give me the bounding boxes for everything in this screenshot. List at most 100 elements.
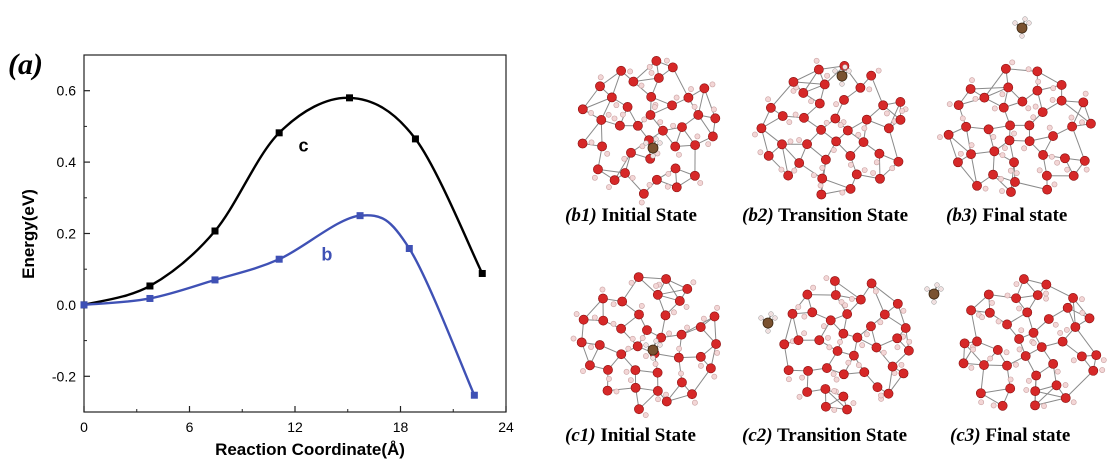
oxygen-atom [1043,314,1054,324]
oxygen-atom [1006,187,1016,197]
bond [822,178,851,190]
bond [888,128,899,162]
oxygen-atom [838,328,849,339]
hydrogen-atom [982,185,989,192]
oxygen-atom [858,137,869,148]
y-tick-label: 0.0 [57,297,77,313]
hydrogen-atom [979,314,985,321]
bond [657,288,688,296]
caption-c3-tag: (c3) [950,425,981,446]
bond [1034,384,1057,406]
caption-b3: (b3) Final state [946,205,1067,227]
hydrogen-atom [678,370,684,377]
oxygen-atom [1002,360,1012,371]
series-line-b [83,214,476,396]
oxygen-atom [1038,150,1048,160]
oxygen-atom [1036,342,1047,353]
hydrogen-atom [1054,159,1061,166]
hydrogen-atom [768,311,774,317]
hydrogen-atom [786,376,792,383]
hydrogen-atom [588,109,594,116]
oxygen-atom [656,332,667,343]
oxygen-atom [879,309,890,320]
hydrogen-atom [714,350,721,356]
hydrogen-atom [653,283,659,289]
hydrogen-atom [613,102,620,109]
caption-b1: (b1) Initial State [565,205,697,227]
oxygen-atom [1062,302,1073,313]
x-tick-label: 0 [80,419,88,435]
hydrogen-atom [959,115,966,122]
bond [1034,397,1066,406]
hydrogen-atom [711,106,717,113]
oxygen-atom [1017,96,1028,107]
data-point-c [146,282,154,290]
hydrogen-atom [1036,167,1043,174]
oxygen-atom [972,180,982,191]
oxygen-atom [898,368,909,379]
oxygen-atom [617,296,628,307]
caption-c2-label: Transition State [777,425,908,446]
oxygen-atom [983,124,994,135]
oxygen-atom [892,333,903,344]
oxygen-atom [1056,80,1067,90]
tick-labels: 0 6 12 18 24 -0.2 0.0 0.2 0.4 0.6 [52,83,514,435]
oxygen-atom [975,388,986,399]
y-tick-label: 0.2 [57,226,77,242]
hydrogen-atom [646,182,653,188]
hydrogen-atom [650,355,656,361]
oxygen-atom [682,284,693,294]
hydrogen-atom [820,323,827,330]
bond [825,388,848,410]
oxygen-atom [783,365,794,376]
oxygen-atom [838,369,849,380]
hydrogen-atom [653,338,659,344]
hydrogen-atom [1057,330,1064,336]
oxygen-atom [638,188,649,199]
oxygen-atom [1060,153,1070,164]
hydrogen-atom [1083,166,1090,173]
hydrogen-atom [683,304,690,310]
hydrogen-atom [937,134,943,141]
oxygen-atom [632,341,643,352]
oxygen-atom [1030,386,1041,397]
bond [970,310,978,342]
oxygen-atom [1060,393,1071,403]
structure-b1-image [577,56,721,206]
hydrogen-atom [625,345,632,352]
hydrogen-atom [599,286,606,293]
hydrogen-atom [652,361,659,367]
oxygen-atom [1032,85,1043,96]
hydrogen-atom [570,335,577,342]
oxygen-atom [1005,383,1016,394]
hydrogen-atom [880,349,887,356]
oxygen-atom [1067,121,1078,132]
oxygen-atom [616,349,627,360]
hydrogen-atom [591,314,598,321]
hydrogen-atom [655,396,661,403]
x-tick-label: 12 [287,419,303,435]
hydrogen-atom [646,64,653,70]
oxygen-atom [609,175,620,186]
hydrogen-atom [639,335,646,341]
bond [948,134,972,155]
oxygen-atom [634,404,644,415]
oxygen-atom [983,289,994,300]
hydrogen-atom [1052,321,1059,328]
bond [1035,390,1066,399]
bond [703,88,716,119]
carbon-atom [647,344,659,356]
x-tick-label: 18 [393,419,409,435]
bond [983,68,1007,98]
caption-b3-label: Final state [982,205,1068,226]
oxygen-atom [765,102,776,113]
oxygen-atom [777,139,787,150]
hydrogen-atom [931,299,937,305]
hydrogen-atom [1004,292,1011,299]
oxygen-atom [1032,66,1043,77]
oxygen-atom [673,352,684,363]
oxygen-atom [661,396,672,407]
hydrogen-atom [1064,166,1071,173]
hydrogen-atom [627,377,634,383]
hydrogen-atom [825,334,831,341]
